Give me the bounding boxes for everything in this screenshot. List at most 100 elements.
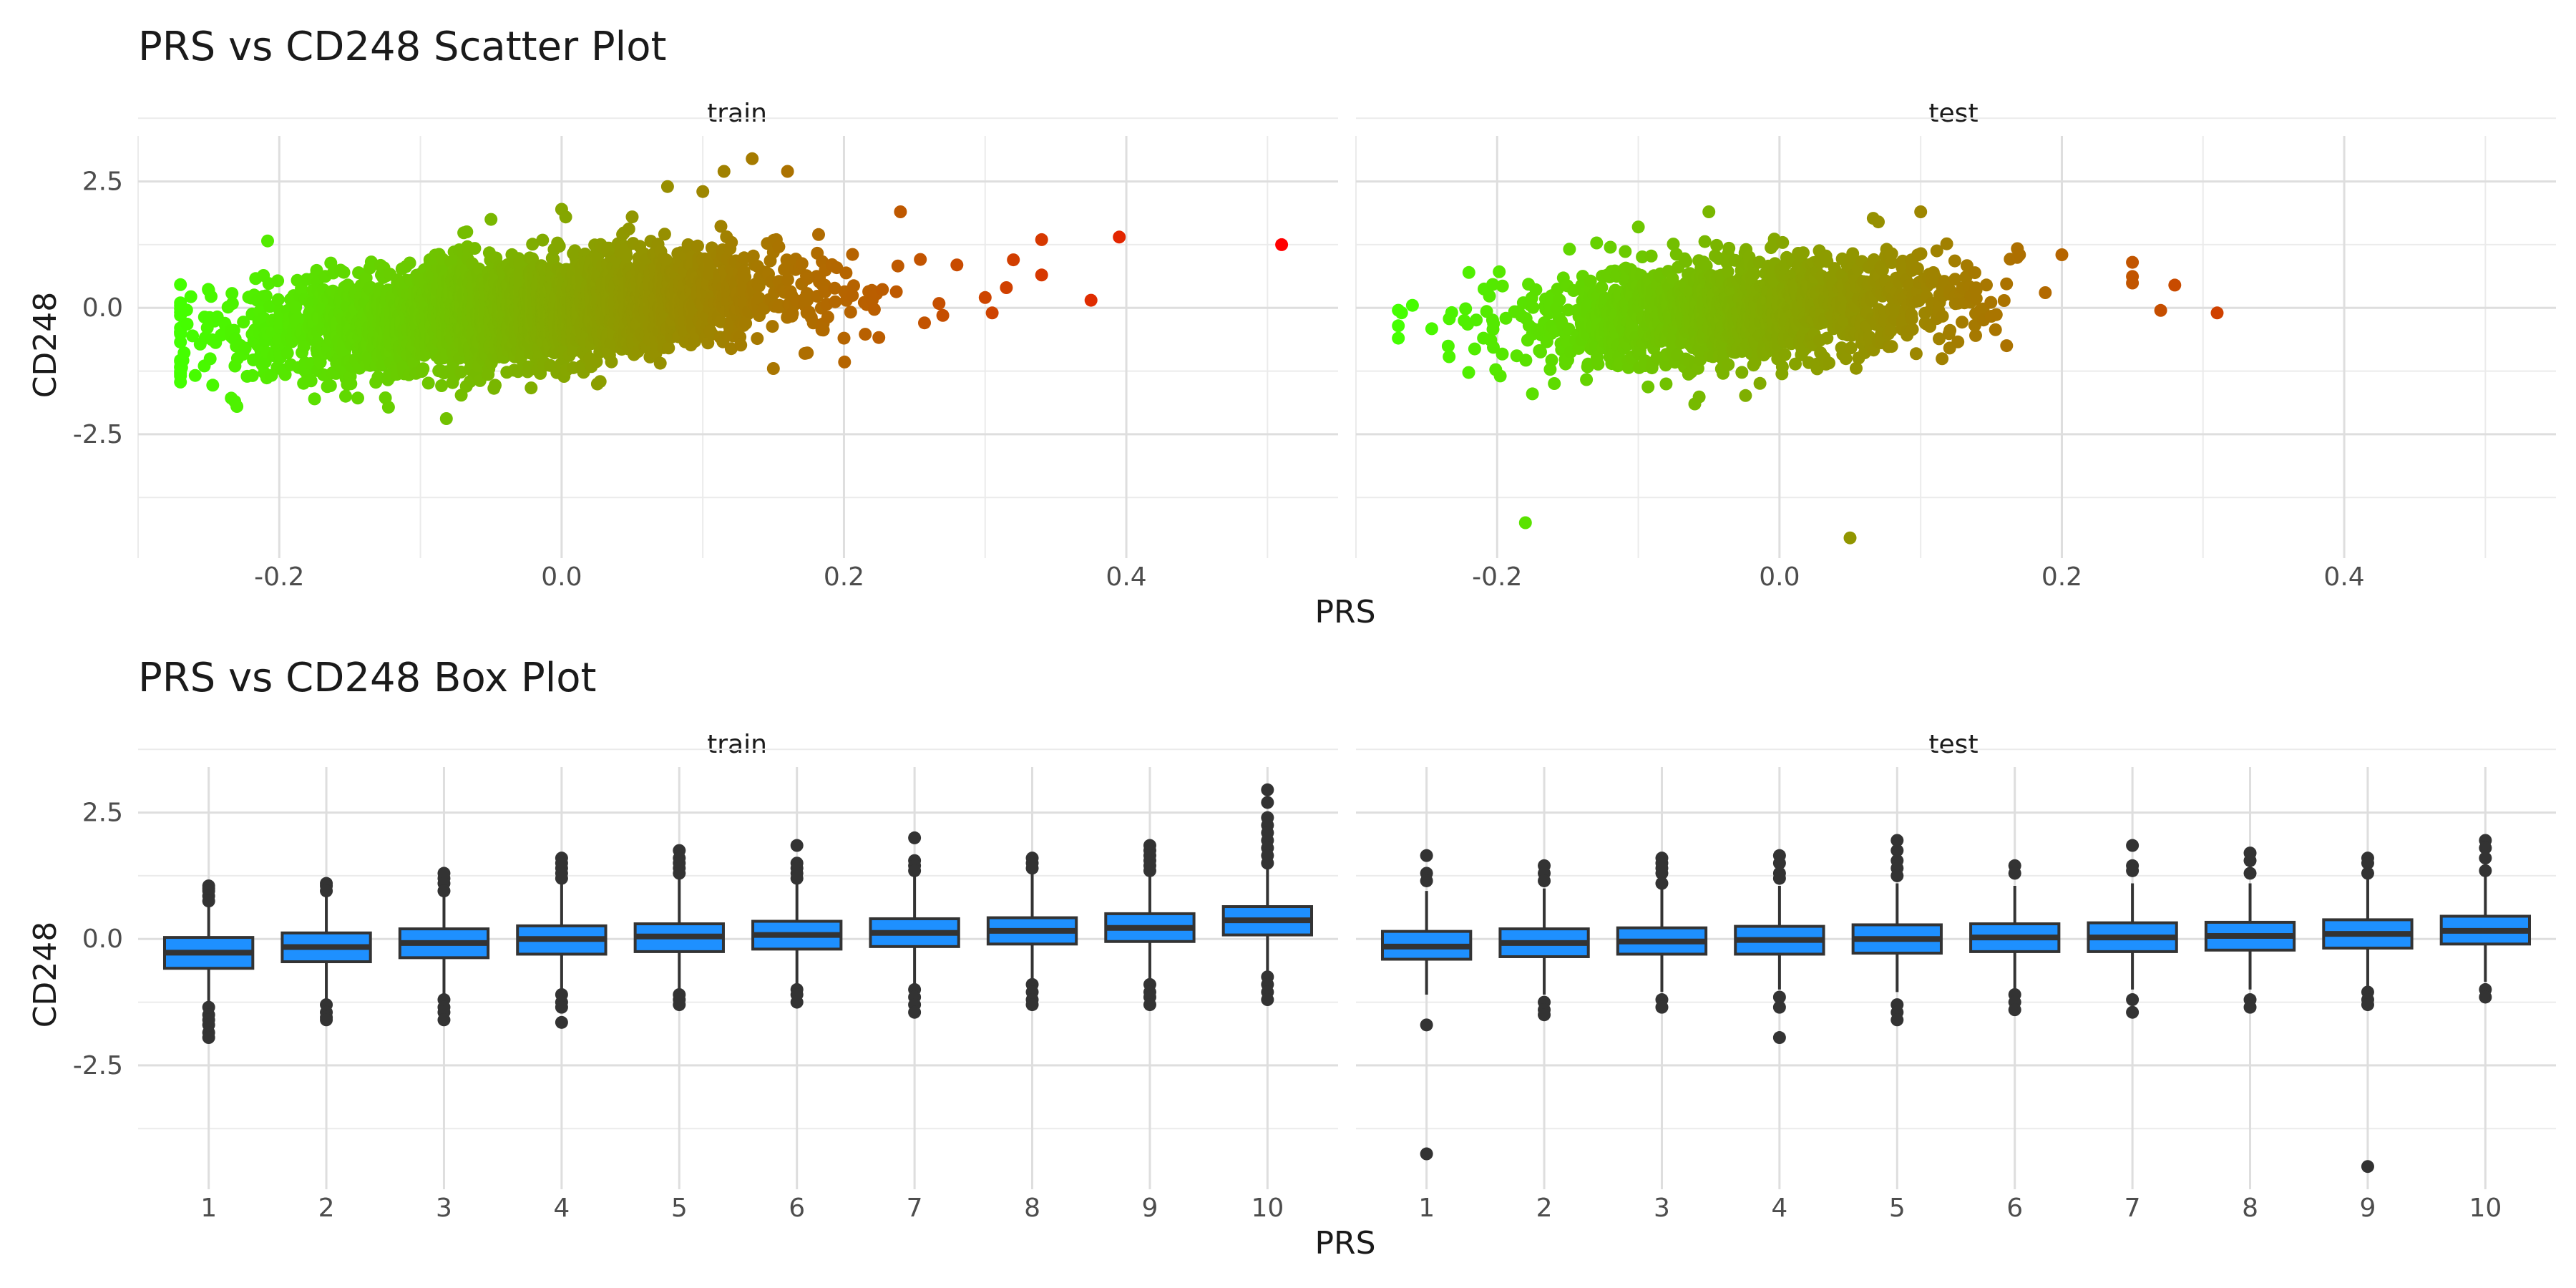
scatter-point (1529, 283, 1543, 296)
scatter-point (593, 375, 607, 389)
scatter-point (838, 355, 852, 369)
scatter-point (180, 318, 194, 331)
scatter-point (439, 412, 453, 425)
scatter-point (812, 228, 825, 241)
scatter-point (846, 288, 859, 302)
scatter-point (1563, 243, 1576, 256)
scatter-point (344, 377, 358, 391)
scatter-point (1113, 230, 1126, 244)
scatter-point (1443, 350, 1456, 364)
scatter-point (1702, 205, 1716, 218)
scatter-point (525, 381, 538, 395)
scatter-point (1518, 516, 1532, 530)
scatter-point (526, 238, 540, 251)
scatter-point (188, 369, 202, 382)
scatter-point (1445, 306, 1458, 319)
scatter-point (1641, 380, 1655, 394)
scatter-point (830, 261, 844, 275)
scatter-point (978, 291, 992, 304)
scatter-point (1459, 302, 1473, 316)
scatter-point (752, 291, 766, 305)
scatter-point (304, 374, 318, 388)
scatter-point (186, 329, 200, 343)
scatter-point (559, 210, 572, 224)
scatter-point (225, 287, 239, 301)
scatter-point (292, 313, 306, 326)
scatter-x-tick-label: 0.2 (2041, 562, 2082, 592)
scatter-point (1007, 253, 1020, 267)
scatter-point (801, 346, 814, 360)
scatter-point (351, 391, 364, 405)
scatter-point (1590, 236, 1604, 250)
scatter-point (238, 341, 252, 355)
scatter-point (421, 376, 435, 390)
scatter-point (1392, 331, 1405, 345)
scatter-point (1584, 274, 1597, 288)
scatter-point (1487, 317, 1501, 331)
scatter-point (1486, 278, 1500, 291)
scatter-point (714, 220, 728, 233)
scatter-point (1441, 339, 1455, 353)
scatter-point (1820, 331, 1834, 345)
scatter-point (1496, 279, 1509, 293)
scatter-point (177, 346, 191, 360)
scatter-point (658, 228, 671, 241)
scatter-point (324, 256, 338, 270)
scatter-point (206, 379, 220, 392)
scatter-point (1619, 245, 1632, 258)
scatter-x-tick-label: -0.2 (1472, 562, 1522, 592)
scatter-point (872, 331, 886, 344)
scatter-point (552, 240, 566, 253)
scatter-point (751, 332, 764, 346)
scatter-point (1395, 306, 1408, 320)
scatter-point (806, 316, 820, 330)
scatter-point (435, 379, 449, 392)
scatter-point (1462, 366, 1475, 379)
scatter-point (271, 274, 285, 288)
scatter-point (205, 290, 218, 303)
scatter-point (1470, 313, 1483, 327)
scatter-point (1722, 358, 1735, 371)
scatter-point (1776, 235, 1790, 249)
scatter-point (261, 234, 274, 248)
scatter-point (932, 297, 946, 311)
scatter-point (1462, 265, 1475, 279)
scatter-point (1667, 238, 1680, 251)
scatter-point (821, 311, 834, 324)
scatter-point (660, 180, 674, 193)
scatter-point (734, 338, 748, 352)
scatter-point (1710, 238, 1724, 252)
scatter-point (846, 248, 859, 261)
scatter-point (1425, 322, 1438, 336)
scatter-point (1666, 272, 1679, 286)
scatter-point (174, 278, 187, 291)
scatter-point (1644, 249, 1658, 263)
scatter-point (894, 205, 907, 218)
scatter-point (691, 239, 704, 253)
scatter-point (1580, 373, 1594, 386)
scatter-point (839, 266, 853, 280)
scatter-point (1659, 377, 1673, 391)
scatter-point (837, 331, 851, 345)
scatter-point (1553, 293, 1566, 307)
scatter-point (416, 362, 430, 376)
scatter-x-tick-label: 0.4 (1106, 562, 1146, 592)
scatter-point (259, 289, 273, 303)
scatter-point (622, 223, 635, 235)
scatter-point (795, 257, 809, 270)
scatter-panel-train: -0.2 0.0 0.2 0.42.50.0-2.5 (73, 117, 1338, 592)
scatter-point (245, 369, 259, 382)
scatter-point (781, 165, 794, 178)
scatter-point (605, 355, 618, 369)
scatter-point (662, 341, 675, 355)
scatter-point (1545, 353, 1558, 367)
scatter-point (1405, 298, 1419, 312)
scatter-point (1692, 390, 1706, 404)
scatter-point (950, 258, 964, 272)
scatter-point (1604, 240, 1617, 254)
scatter-point (717, 165, 731, 178)
scatter-point (1487, 341, 1500, 354)
scatter-point (1679, 255, 1693, 268)
scatter-point (1789, 357, 1802, 371)
